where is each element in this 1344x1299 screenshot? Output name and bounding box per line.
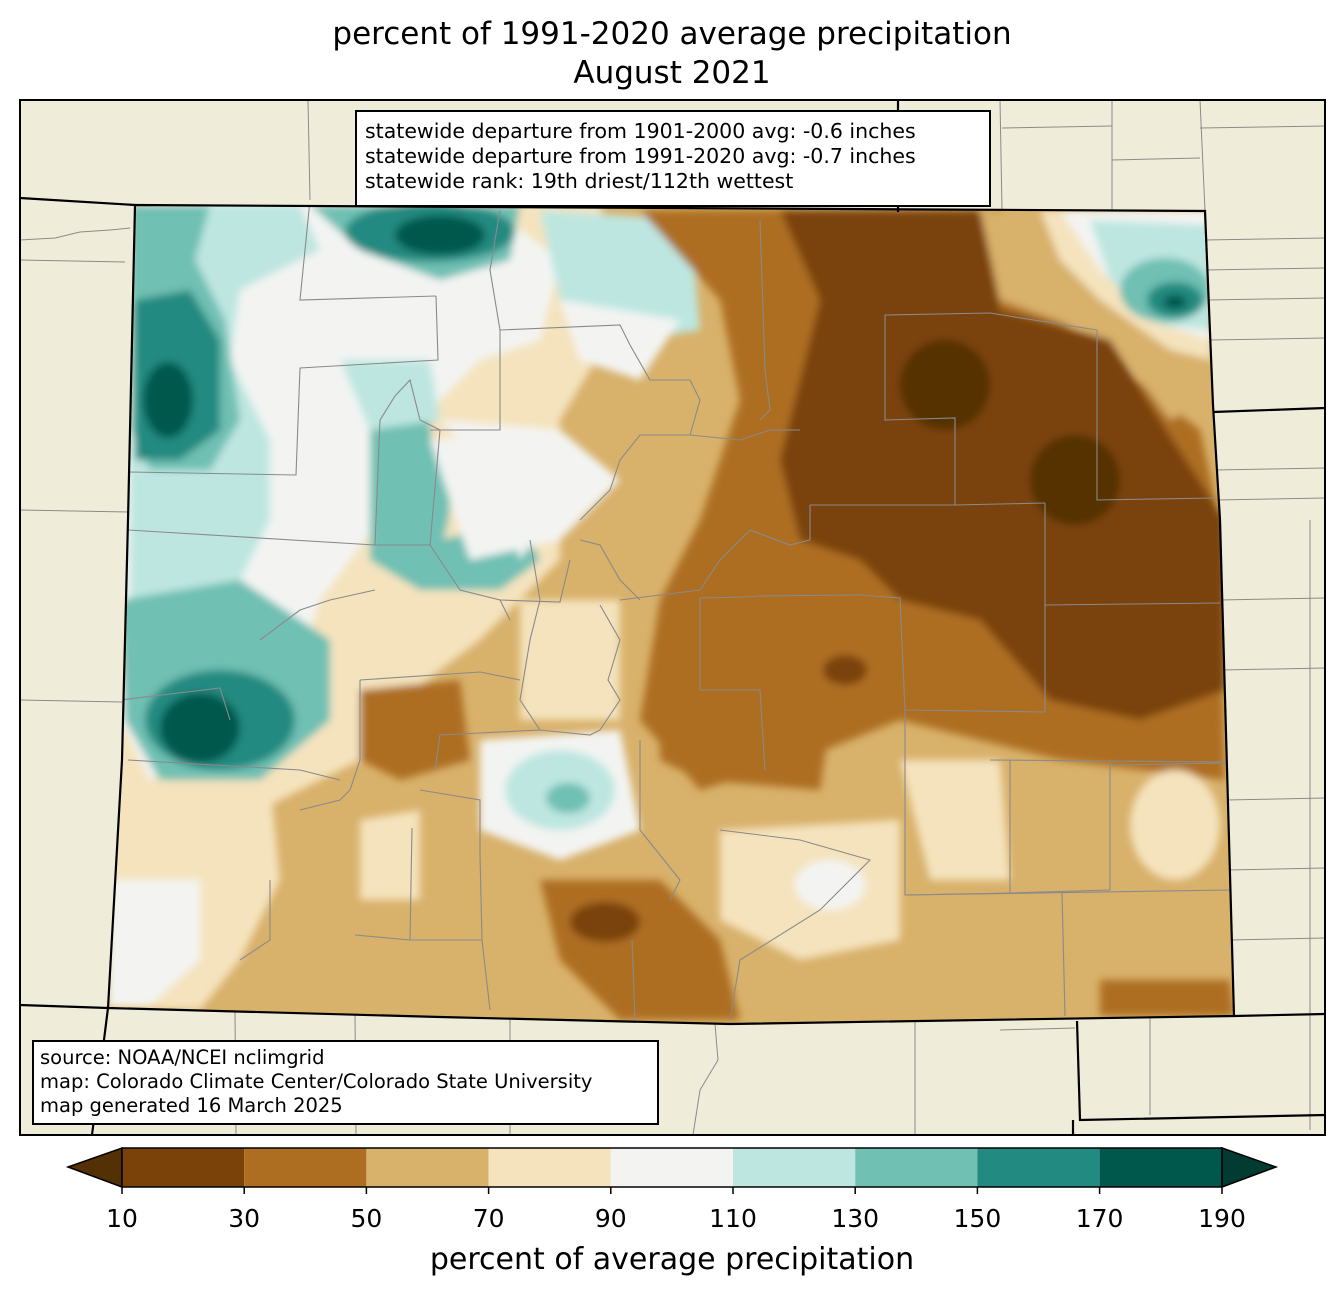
colorbar-tick-label: 170	[1075, 1204, 1124, 1233]
colorbar-bin-70-90	[488, 1148, 611, 1187]
colorbar-bin-130-150	[855, 1148, 978, 1187]
colorbar-tick-label: 50	[350, 1204, 383, 1233]
colorbar-bin-170-190	[1099, 1148, 1222, 1187]
colorbar-ticks	[121, 1187, 1223, 1194]
colorbar-extend-low	[65, 1146, 123, 1189]
stats-rank: statewide rank: 19th driest/112th wettes…	[365, 169, 794, 193]
colorbar-tick-label: 70	[472, 1204, 505, 1233]
colorbar-bin-50-70	[366, 1148, 489, 1187]
colorbar-tick-label: 30	[228, 1204, 261, 1233]
neighbor-county-lines	[19, 99, 1326, 1136]
map-credit-line: map: Colorado Climate Center/Colorado St…	[40, 1070, 593, 1093]
colorbar-bin-30-50	[244, 1148, 367, 1187]
map-title: percent of 1991-2020 average precipitati…	[332, 16, 1012, 52]
colorbar-tick-label: 130	[831, 1204, 880, 1233]
stats-departure-1991-2020: statewide departure from 1991-2020 avg: …	[365, 144, 916, 168]
precip-field	[108, 205, 1234, 1024]
colorbar-tick-label: 90	[594, 1204, 627, 1233]
colorbar-tick-label: 150	[953, 1204, 1002, 1233]
colorbar-tick-label: 110	[709, 1204, 757, 1233]
stats-departure-1901-2000: statewide departure from 1901-2000 avg: …	[365, 119, 916, 143]
colorbar-bin-90-110	[610, 1148, 733, 1187]
source-line: source: NOAA/NCEI nclimgrid	[40, 1046, 325, 1069]
colorbar-tick-label: 10	[106, 1204, 138, 1233]
generated-date-line: map generated 16 March 2025	[40, 1094, 343, 1117]
map-subtitle: August 2021	[573, 55, 771, 91]
colorbar-outline	[121, 1147, 1223, 1188]
source-box: source: NOAA/NCEI nclimgrid map: Colorad…	[32, 1040, 659, 1125]
stats-box: statewide departure from 1901-2000 avg: …	[355, 110, 991, 207]
colorado-county-lines	[119, 205, 1231, 1021]
colorbar-label: percent of average precipitation	[429, 1242, 915, 1277]
colorbar-extend-high	[1221, 1146, 1279, 1189]
colorado-border	[106, 203, 1236, 1026]
colorbar	[65, 1146, 1279, 1194]
colorbar-bin-10-30	[122, 1148, 245, 1187]
map-frame	[19, 99, 1326, 1136]
colorbar-bin-150-170	[977, 1148, 1100, 1187]
colorbar-tick-label: 190	[1198, 1204, 1246, 1233]
colorbar-bin-110-130	[733, 1148, 856, 1187]
